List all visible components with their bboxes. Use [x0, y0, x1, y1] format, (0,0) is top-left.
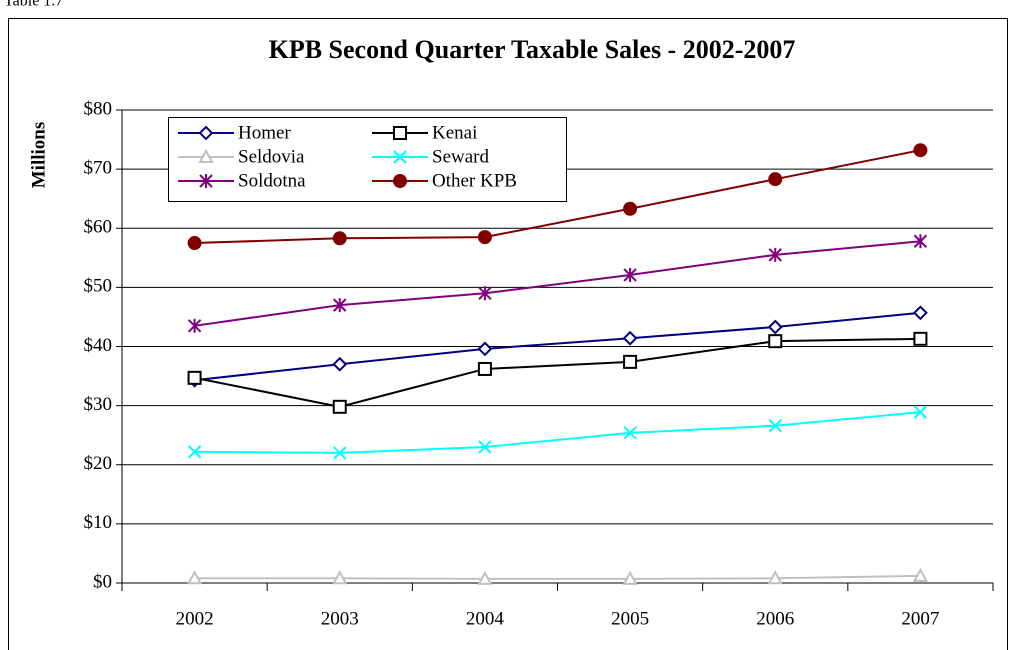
marker [913, 331, 928, 346]
legend-label: Homer [238, 122, 291, 143]
y-tick-label: $10 [84, 512, 113, 533]
legend-label: Kenai [432, 122, 477, 143]
series-line [194, 240, 921, 327]
x-tick-label: 2006 [756, 608, 794, 629]
legend-box [168, 117, 567, 202]
legend-label: Seward [432, 146, 489, 167]
y-tick-label: $60 [84, 217, 113, 238]
marker [622, 570, 638, 585]
legend-label: Soldotna [238, 170, 306, 191]
marker [767, 570, 783, 585]
marker [198, 148, 214, 163]
chart-title: KPB Second Quarter Taxable Sales - 2002-… [269, 35, 796, 64]
marker [332, 356, 348, 372]
marker [477, 341, 493, 357]
marker [477, 361, 492, 376]
marker [478, 286, 492, 301]
marker [768, 419, 782, 433]
marker [393, 150, 407, 164]
chart-frame [8, 18, 1008, 650]
x-tick-label: 2002 [176, 608, 214, 629]
marker [623, 201, 638, 216]
series-line [194, 411, 921, 454]
legend-label: Other KPB [432, 170, 517, 191]
series-line [194, 337, 921, 408]
marker [913, 405, 928, 419]
marker [199, 174, 213, 188]
marker [478, 440, 492, 454]
marker [393, 174, 407, 188]
caption: Table 1.7 [4, 0, 63, 10]
marker [623, 267, 637, 282]
y-tick-label: $80 [84, 98, 113, 119]
marker [187, 318, 202, 333]
marker [187, 445, 202, 459]
series-line [194, 149, 921, 245]
marker [768, 172, 783, 187]
marker [333, 298, 347, 313]
y-tick-label: $0 [93, 571, 112, 592]
marker [623, 426, 637, 440]
x-tick-label: 2004 [466, 608, 505, 629]
marker [768, 247, 782, 262]
marker [333, 446, 347, 460]
marker [913, 305, 928, 321]
marker [187, 236, 202, 251]
marker [913, 234, 928, 249]
marker [477, 570, 493, 585]
y-tick-label: $70 [84, 157, 113, 178]
y-axis-title: Millions [28, 122, 49, 189]
marker [623, 354, 638, 369]
marker [393, 126, 407, 140]
y-tick-label: $30 [84, 394, 113, 415]
marker [913, 143, 928, 158]
marker [332, 399, 347, 414]
y-tick-label: $50 [84, 276, 113, 297]
legend-label: Seldovia [238, 146, 305, 167]
series-line [194, 311, 921, 382]
y-tick-label: $40 [84, 335, 113, 356]
series-line [194, 574, 921, 580]
marker [622, 330, 638, 346]
marker [332, 570, 348, 585]
marker [768, 334, 783, 349]
marker [767, 319, 783, 335]
y-tick-label: $20 [84, 453, 113, 474]
marker [187, 370, 202, 385]
x-tick-label: 2007 [901, 608, 939, 629]
marker [332, 231, 347, 246]
x-tick-label: 2005 [611, 608, 649, 629]
x-tick-label: 2003 [321, 608, 359, 629]
marker [912, 567, 929, 582]
marker [186, 570, 203, 585]
marker [198, 125, 214, 141]
marker [477, 230, 492, 245]
